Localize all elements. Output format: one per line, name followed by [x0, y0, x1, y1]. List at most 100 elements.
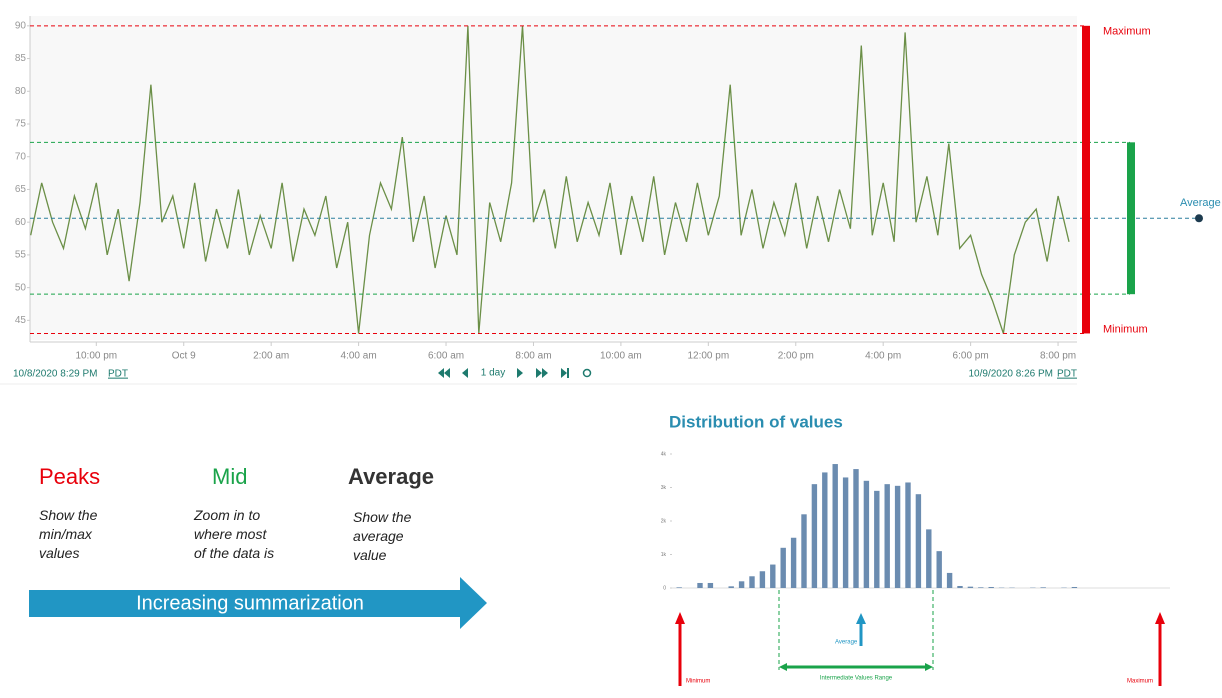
range-arrow	[925, 663, 933, 671]
y-tick-label: 0	[663, 585, 666, 591]
level-text: Show the min/max values	[39, 507, 98, 561]
max-label: Maximum	[1103, 26, 1151, 38]
histogram-title: Distribution of values	[669, 412, 843, 431]
peak-range-bar	[1082, 25, 1090, 334]
bar	[749, 576, 755, 588]
x-tick-label: 2:00 am	[253, 351, 289, 362]
first-button[interactable]	[438, 368, 444, 378]
bar	[707, 582, 714, 588]
bar	[738, 581, 745, 588]
x-tick-label: 12:00 pm	[687, 351, 729, 362]
last-button[interactable]	[536, 368, 542, 378]
bar	[988, 586, 994, 588]
bar	[863, 480, 870, 588]
y-tick-label: 60	[15, 217, 27, 228]
y-tick-label: 50	[15, 282, 27, 293]
min-arrow	[675, 612, 685, 624]
y-tick-label: 75	[15, 119, 27, 130]
level-text: Show the average value	[353, 509, 412, 563]
bar	[936, 551, 942, 588]
average-dot	[1195, 214, 1203, 223]
y-tick-label: 3k	[661, 485, 667, 491]
bar	[770, 564, 776, 588]
prev-button[interactable]	[462, 368, 468, 378]
refresh-button[interactable]	[582, 368, 592, 378]
timezone-link[interactable]: PDT	[108, 369, 128, 380]
y-tick-label: 55	[15, 250, 27, 261]
bar	[676, 587, 682, 588]
y-tick-label: 70	[15, 151, 27, 162]
bar	[957, 585, 963, 588]
y-tick-label: 90	[15, 20, 27, 31]
bar	[884, 484, 890, 588]
bar	[780, 547, 786, 588]
zoom-level[interactable]: 1 day	[481, 368, 505, 379]
bar	[697, 582, 703, 588]
min-label: Minimum	[1103, 323, 1148, 335]
y-tick-label: 2k	[661, 518, 667, 524]
summary-arrow-label: Increasing summarization	[136, 592, 364, 614]
range-start: 10/8/2020 8:29 PM	[13, 369, 98, 380]
x-tick-label: 10:00 am	[600, 351, 642, 362]
x-tick-label: 8:00 am	[515, 351, 551, 362]
range-arrow	[779, 663, 787, 671]
x-tick-label: 6:00 am	[428, 351, 464, 362]
bar	[915, 494, 922, 588]
bar	[853, 469, 859, 588]
x-tick-label: 10:00 pm	[75, 351, 117, 362]
bar	[874, 490, 880, 588]
level-title: Mid	[212, 464, 248, 489]
y-tick-label: 85	[15, 53, 27, 64]
x-tick-label: 2:00 pm	[778, 351, 814, 362]
bar	[1071, 586, 1078, 588]
bar	[790, 537, 797, 588]
x-tick-label: Oct 9	[172, 351, 196, 362]
bar	[822, 472, 828, 588]
end-button[interactable]	[567, 368, 569, 378]
level-title: Peaks	[39, 464, 101, 489]
histogram: 0 1k 2k 3k 4k	[661, 451, 1078, 591]
bar	[801, 514, 807, 588]
bar	[728, 586, 734, 588]
y-tick-label: 65	[15, 184, 27, 195]
min-label: Minimum	[686, 679, 710, 685]
x-tick-label: 4:00 pm	[865, 351, 901, 362]
bar	[978, 587, 984, 588]
bar	[842, 477, 849, 588]
bar	[894, 485, 901, 588]
range-end: 10/9/2020 8:26 PM	[968, 369, 1053, 380]
timezone-link[interactable]: PDT	[1057, 369, 1077, 380]
level-text: Zoom in to where most of the data is	[194, 507, 275, 561]
level-title: Average	[348, 464, 435, 489]
bar	[832, 464, 838, 588]
bar	[926, 529, 932, 588]
end-button[interactable]	[561, 368, 567, 378]
first-button[interactable]	[444, 368, 450, 378]
x-tick-label: 6:00 pm	[953, 351, 989, 362]
bar	[1040, 587, 1046, 588]
y-tick-label: 45	[15, 315, 27, 326]
average-label: Average	[1180, 197, 1221, 209]
mid-range-bar	[1127, 142, 1135, 295]
plot-area	[30, 16, 1077, 340]
x-tick-label: 4:00 am	[341, 351, 377, 362]
bar	[905, 482, 911, 588]
time-series: 45 50 55 60 65 70 75 80 85 90 10:00 pm Oct 9 2:00 am…	[15, 20, 1221, 361]
y-tick-label: 4k	[661, 451, 667, 457]
range-label: Intermediate Values Range	[820, 676, 893, 682]
y-tick-label: 1k	[661, 552, 667, 558]
y-tick-label: 80	[15, 86, 27, 97]
last-button[interactable]	[542, 368, 548, 378]
next-button[interactable]	[517, 368, 523, 378]
x-tick-label: 8:00 pm	[1040, 351, 1076, 362]
bar	[759, 571, 766, 588]
avg-label: Average	[835, 640, 858, 646]
bar	[967, 586, 974, 588]
data-line	[30, 25, 1070, 334]
avg-arrow	[856, 613, 866, 624]
max-label: Maximum	[1127, 679, 1153, 685]
summary-arrow	[29, 577, 487, 629]
max-arrow	[1155, 612, 1165, 624]
